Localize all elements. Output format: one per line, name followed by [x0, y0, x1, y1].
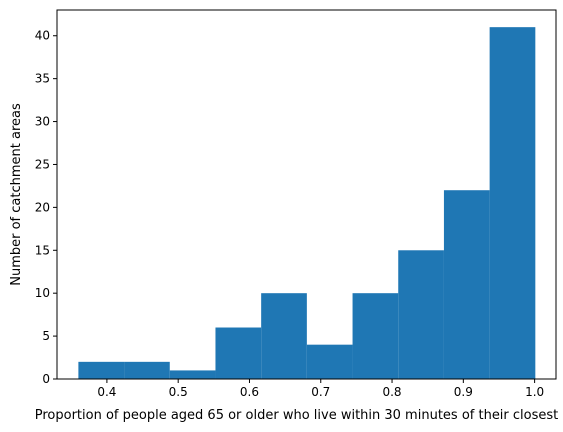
histogram-bar	[352, 293, 399, 379]
x-tick-label: 0.6	[240, 385, 259, 399]
x-axis-ticks: 0.4 0.5 0.6 0.7 0.8 0.9 1.0	[97, 379, 544, 399]
y-tick-label: 15	[35, 243, 50, 257]
y-tick-label: 20	[35, 200, 50, 214]
histogram-bar	[261, 293, 307, 379]
y-tick-label: 5	[42, 329, 50, 343]
bars-group	[78, 27, 536, 380]
histogram-bar	[398, 250, 444, 379]
y-tick-label: 0	[42, 372, 50, 386]
histogram-bar	[489, 27, 536, 380]
y-tick-label: 25	[35, 157, 50, 171]
y-tick-label: 35	[35, 72, 50, 86]
x-tick-label: 0.5	[169, 385, 188, 399]
x-tick-label: 1.0	[525, 385, 544, 399]
histogram-bar	[124, 361, 170, 379]
histogram-bar	[443, 190, 490, 379]
y-axis-label: Number of catchment areas	[9, 103, 24, 286]
y-tick-label: 40	[35, 29, 50, 43]
y-axis-ticks: 0 5 10 15 20 25 30 35 40	[35, 29, 57, 386]
x-tick-label: 0.9	[454, 385, 473, 399]
plot-frame	[56, 9, 557, 380]
x-tick-label: 0.7	[311, 385, 330, 399]
histogram-bar	[306, 344, 353, 379]
x-axis-label: Proportion of people aged 65 or older wh…	[35, 408, 563, 423]
histogram-bar	[78, 361, 125, 379]
x-tick-label: 0.8	[382, 385, 401, 399]
y-tick-label: 30	[35, 115, 50, 129]
y-tick-label: 10	[35, 286, 50, 300]
histogram-bar	[215, 327, 262, 379]
histogram-bar	[169, 370, 216, 379]
x-tick-label: 0.4	[97, 385, 116, 399]
